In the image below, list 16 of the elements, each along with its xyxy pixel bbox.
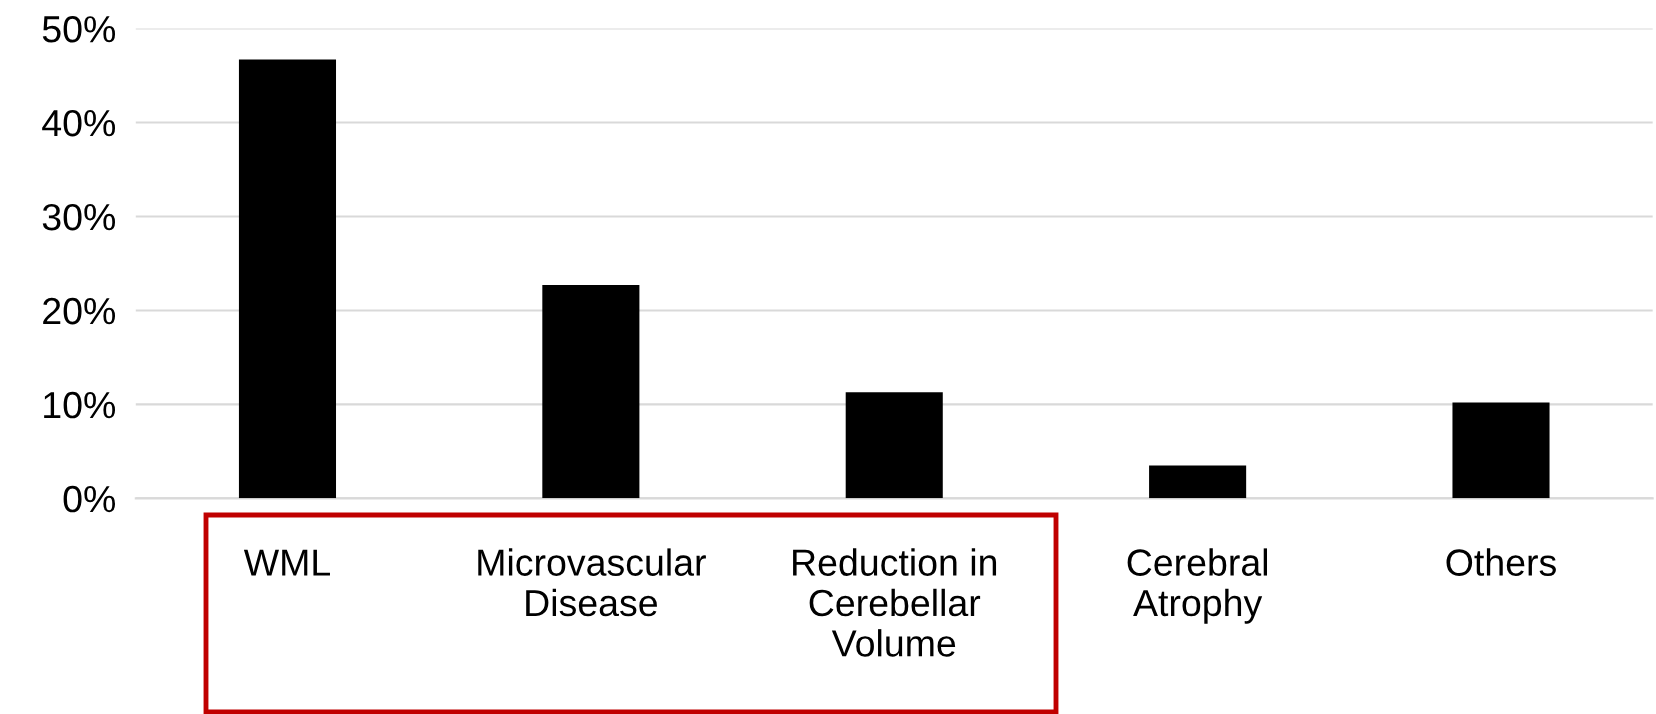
bar [1452,402,1550,499]
y-tick-label: 20% [43,297,116,325]
y-tick-label: 50% [42,15,116,43]
x-tick-label: WML [243,549,330,576]
bar [238,59,337,499]
bar [845,392,943,499]
x-tick-label: Cerebral Atrophy [1127,548,1268,624]
bar [1149,465,1247,499]
y-tick-label: 0% [63,485,116,513]
x-tick-label: Others [1446,548,1556,576]
bar [542,285,640,499]
x-tick-label: Microvascular Disease [478,548,706,617]
x-tick-label: Reduction in Cerebellar Volume [793,548,997,657]
y-tick-label: 10% [44,391,116,419]
y-tick-label: 30% [42,203,116,231]
y-tick-label: 40% [42,109,116,137]
